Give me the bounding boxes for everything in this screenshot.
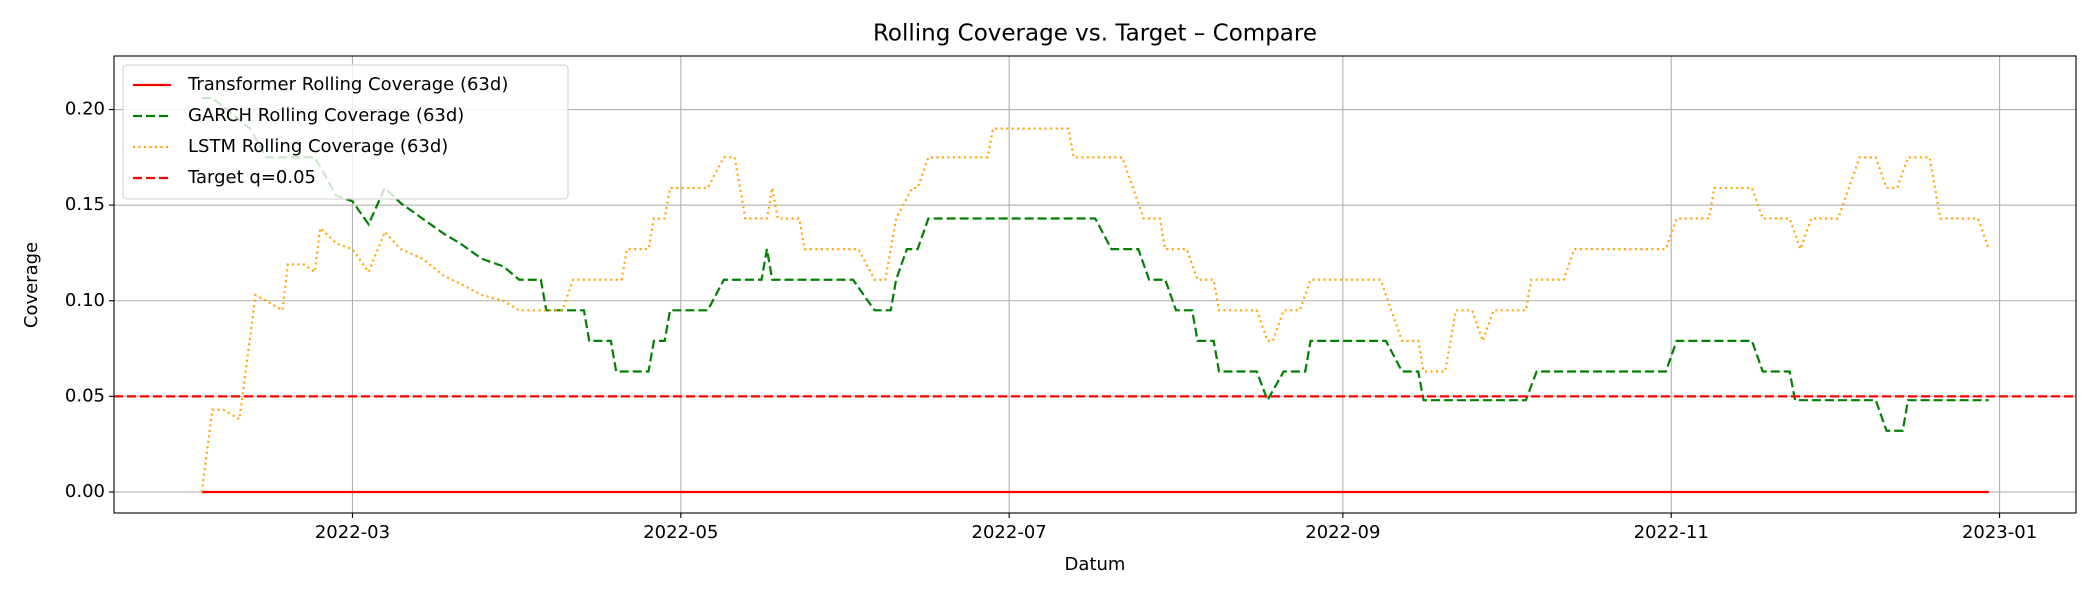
y-tick-label: 0.00 (65, 481, 105, 502)
x-tick-label: 2022-05 (643, 522, 718, 543)
legend-label: Transformer Rolling Coverage (63d) (187, 74, 508, 95)
x-tick-label: 2023-01 (1962, 522, 2037, 543)
y-tick-label: 0.05 (65, 385, 105, 406)
chart-title: Rolling Coverage vs. Target – Compare (873, 21, 1317, 47)
x-tick-label: 2022-09 (1305, 522, 1380, 543)
x-axis-label: Datum (1065, 554, 1126, 575)
legend-label: Target q=0.05 (187, 167, 316, 188)
line (200, 127, 1990, 493)
x-tick-label: 2022-11 (1634, 522, 1709, 543)
x-tick-label: 2022-07 (972, 522, 1047, 543)
legend: Transformer Rolling Coverage (63d) GARCH … (122, 64, 569, 200)
y-axis-label: Coverage (21, 242, 42, 328)
y-tick-label: 0.10 (65, 290, 105, 311)
y-tick-label: 0.20 (65, 99, 105, 120)
legend-label: GARCH Rolling Coverage (63d) (188, 105, 464, 126)
x-tick-label: 2022-03 (315, 522, 390, 543)
plot-frame (113, 55, 2077, 514)
legend-box (122, 64, 569, 200)
y-tick-label: 0.15 (65, 194, 105, 215)
line (201, 96, 1989, 432)
legend-label: LSTM Rolling Coverage (63d) (188, 136, 448, 157)
